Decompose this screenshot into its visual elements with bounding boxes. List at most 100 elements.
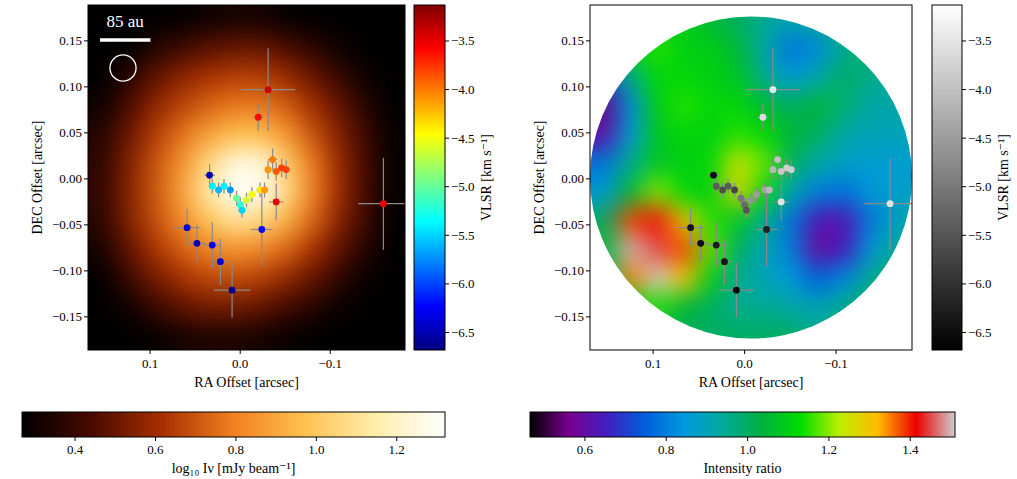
cell bbox=[805, 264, 832, 293]
cell bbox=[194, 206, 221, 235]
colorbar-tick-label: 0.8 bbox=[228, 442, 244, 457]
cell bbox=[644, 5, 671, 34]
point bbox=[221, 183, 228, 190]
point bbox=[283, 166, 290, 173]
colorbar-tick-label: 0.4 bbox=[67, 442, 84, 457]
cell bbox=[326, 149, 353, 178]
cell bbox=[858, 264, 885, 293]
colorbar-tick-label: 1.0 bbox=[308, 442, 324, 457]
cell bbox=[326, 206, 353, 235]
y-axis-title: DEC Offset [arcsec] bbox=[532, 120, 547, 234]
point bbox=[770, 86, 777, 93]
cell bbox=[724, 264, 751, 293]
cell bbox=[644, 34, 671, 63]
cell bbox=[299, 120, 326, 149]
cell bbox=[247, 206, 274, 235]
point bbox=[770, 166, 777, 173]
cell bbox=[858, 120, 885, 149]
cell bbox=[88, 63, 115, 92]
cell bbox=[352, 235, 379, 264]
point bbox=[261, 187, 268, 194]
y-tick bbox=[586, 224, 590, 225]
cell bbox=[379, 120, 405, 149]
cell bbox=[247, 293, 274, 322]
cell bbox=[299, 63, 326, 92]
cell bbox=[247, 149, 274, 178]
cell bbox=[352, 34, 379, 63]
x-tick bbox=[150, 350, 151, 354]
colorbar-title: VLSR [km s⁻¹] bbox=[479, 134, 494, 221]
cell bbox=[885, 149, 912, 178]
cell bbox=[273, 321, 300, 350]
cell bbox=[88, 178, 115, 207]
cell bbox=[141, 293, 168, 322]
cell bbox=[352, 321, 379, 350]
cell bbox=[671, 34, 698, 63]
cell bbox=[590, 5, 617, 34]
cell bbox=[697, 91, 724, 120]
x-axis-title: RA Offset [arcsec] bbox=[699, 375, 804, 390]
cell bbox=[114, 178, 141, 207]
cell bbox=[617, 235, 644, 264]
colorbar-tick-label: −5.0 bbox=[451, 179, 475, 194]
colorbar-tick bbox=[396, 437, 397, 441]
cell bbox=[724, 5, 751, 34]
cell bbox=[167, 293, 194, 322]
y-tick-label: 0.15 bbox=[561, 33, 584, 48]
cell bbox=[247, 264, 274, 293]
cell bbox=[326, 235, 353, 264]
y-tick bbox=[84, 178, 88, 179]
cell bbox=[326, 5, 353, 34]
cell bbox=[590, 149, 617, 178]
cell bbox=[194, 235, 221, 264]
cell bbox=[832, 178, 859, 207]
cell bbox=[88, 91, 115, 120]
cell bbox=[778, 149, 805, 178]
cell bbox=[352, 63, 379, 92]
cell bbox=[299, 91, 326, 120]
cell bbox=[751, 5, 778, 34]
cell bbox=[751, 34, 778, 63]
cell bbox=[247, 91, 274, 120]
cell bbox=[141, 120, 168, 149]
cell bbox=[273, 120, 300, 149]
point bbox=[733, 287, 740, 294]
colorbar-tick-label: −6.0 bbox=[451, 276, 475, 291]
cell bbox=[141, 235, 168, 264]
cell bbox=[590, 178, 617, 207]
colorbar-image bbox=[530, 412, 955, 437]
cell bbox=[273, 264, 300, 293]
y-tick-label: −0.15 bbox=[554, 309, 584, 324]
cell bbox=[724, 63, 751, 92]
y-tick bbox=[84, 86, 88, 87]
x-tick bbox=[836, 350, 837, 354]
cell bbox=[299, 34, 326, 63]
cell bbox=[352, 149, 379, 178]
cell bbox=[751, 293, 778, 322]
cell bbox=[590, 321, 617, 350]
cell bbox=[590, 120, 617, 149]
colorbar-tick-label: −4.0 bbox=[451, 82, 475, 97]
y-tick bbox=[586, 40, 590, 41]
cell bbox=[194, 293, 221, 322]
colorbar-tick bbox=[962, 138, 966, 139]
cell bbox=[724, 235, 751, 264]
cell bbox=[194, 321, 221, 350]
cell bbox=[379, 149, 405, 178]
cell bbox=[167, 235, 194, 264]
point bbox=[687, 224, 694, 231]
y-tick bbox=[586, 316, 590, 317]
point bbox=[778, 198, 785, 205]
cell bbox=[194, 91, 221, 120]
cell bbox=[247, 321, 274, 350]
cell bbox=[885, 34, 912, 63]
cell bbox=[590, 293, 617, 322]
cell bbox=[617, 63, 644, 92]
cell bbox=[114, 206, 141, 235]
colorbar-tick bbox=[962, 89, 966, 90]
cell bbox=[88, 293, 115, 322]
cell bbox=[114, 120, 141, 149]
cell bbox=[858, 235, 885, 264]
cell bbox=[114, 321, 141, 350]
cell bbox=[326, 178, 353, 207]
